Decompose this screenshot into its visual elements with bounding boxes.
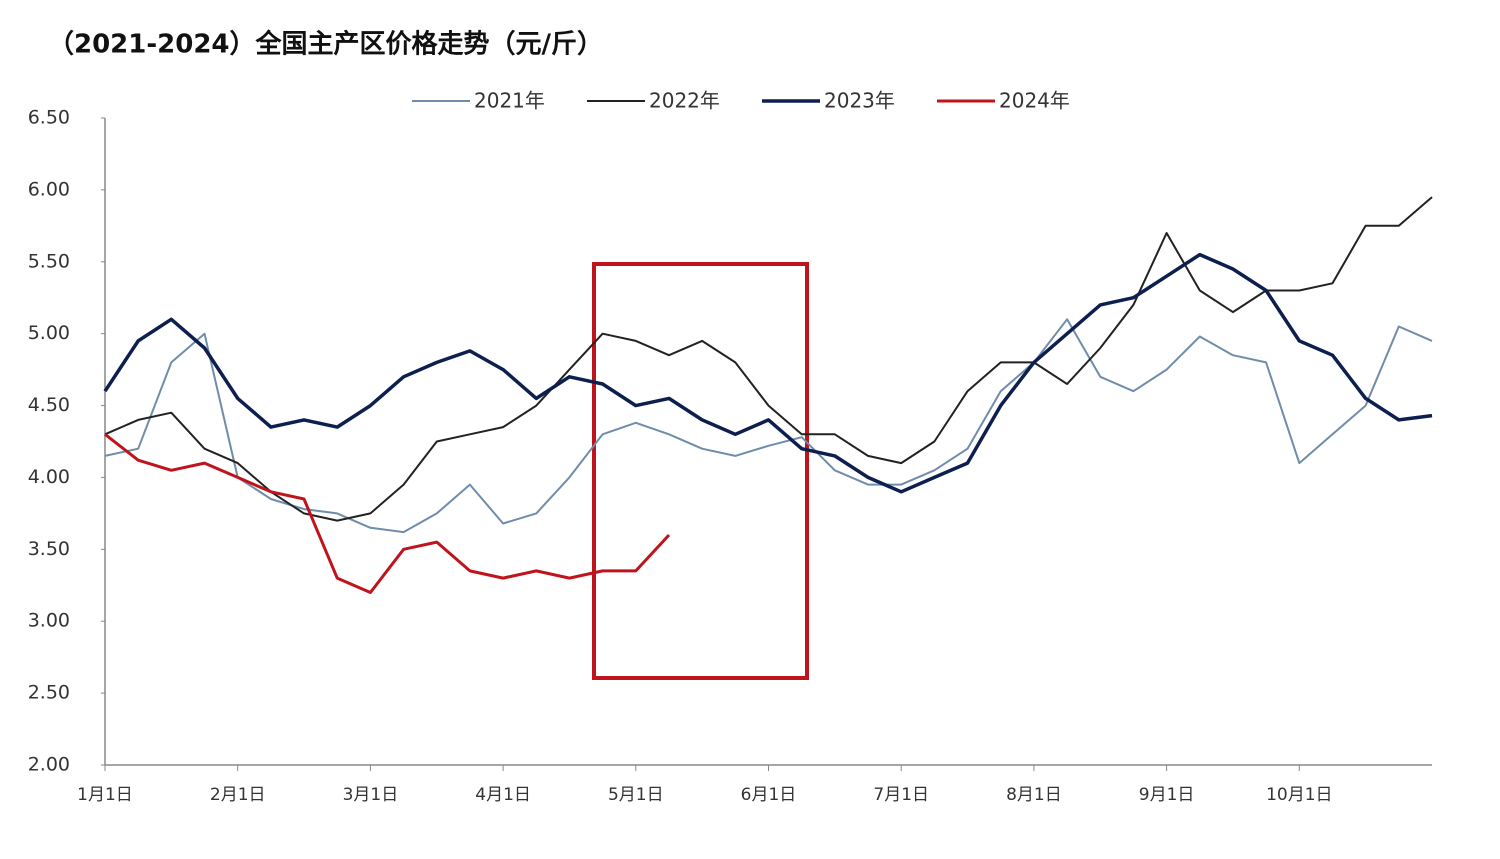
series-line xyxy=(104,433,671,594)
y-tick-label: 6.50 xyxy=(28,107,70,129)
x-tick-label: 1月1日 xyxy=(77,785,133,805)
x-tick-label: 3月1日 xyxy=(343,785,399,805)
y-tick-label: 3.50 xyxy=(28,538,70,560)
x-tick-label: 4月1日 xyxy=(475,785,531,805)
x-tick-label: 10月1日 xyxy=(1266,785,1332,805)
x-tick-label: 2月1日 xyxy=(210,785,266,805)
y-tick-label: 2.00 xyxy=(28,754,70,776)
series-line xyxy=(104,318,1433,534)
y-tick-label: 2.50 xyxy=(28,682,70,704)
y-tick-label: 5.00 xyxy=(28,322,70,344)
legend-label: 2021年 xyxy=(474,89,545,113)
x-tick-label: 5月1日 xyxy=(608,785,664,805)
y-tick-label: 4.50 xyxy=(28,394,70,416)
x-tick-label: 9月1日 xyxy=(1139,785,1195,805)
y-tick-label: 6.00 xyxy=(28,178,70,200)
legend-label: 2024年 xyxy=(999,89,1070,113)
chart-title: （2021-2024）全国主产区价格走势（元/斤） xyxy=(48,29,603,60)
x-tick-label: 6月1日 xyxy=(741,785,797,805)
x-tick-label: 8月1日 xyxy=(1006,785,1062,805)
series-line xyxy=(104,196,1433,522)
legend-label: 2023年 xyxy=(824,89,895,113)
x-tick-label: 7月1日 xyxy=(873,785,929,805)
series-line xyxy=(103,252,1433,494)
y-tick-label: 3.00 xyxy=(28,610,70,632)
legend-label: 2022年 xyxy=(649,89,720,113)
y-tick-label: 5.50 xyxy=(28,250,70,272)
highlight-box xyxy=(592,262,809,680)
y-tick-label: 4.00 xyxy=(28,466,70,488)
